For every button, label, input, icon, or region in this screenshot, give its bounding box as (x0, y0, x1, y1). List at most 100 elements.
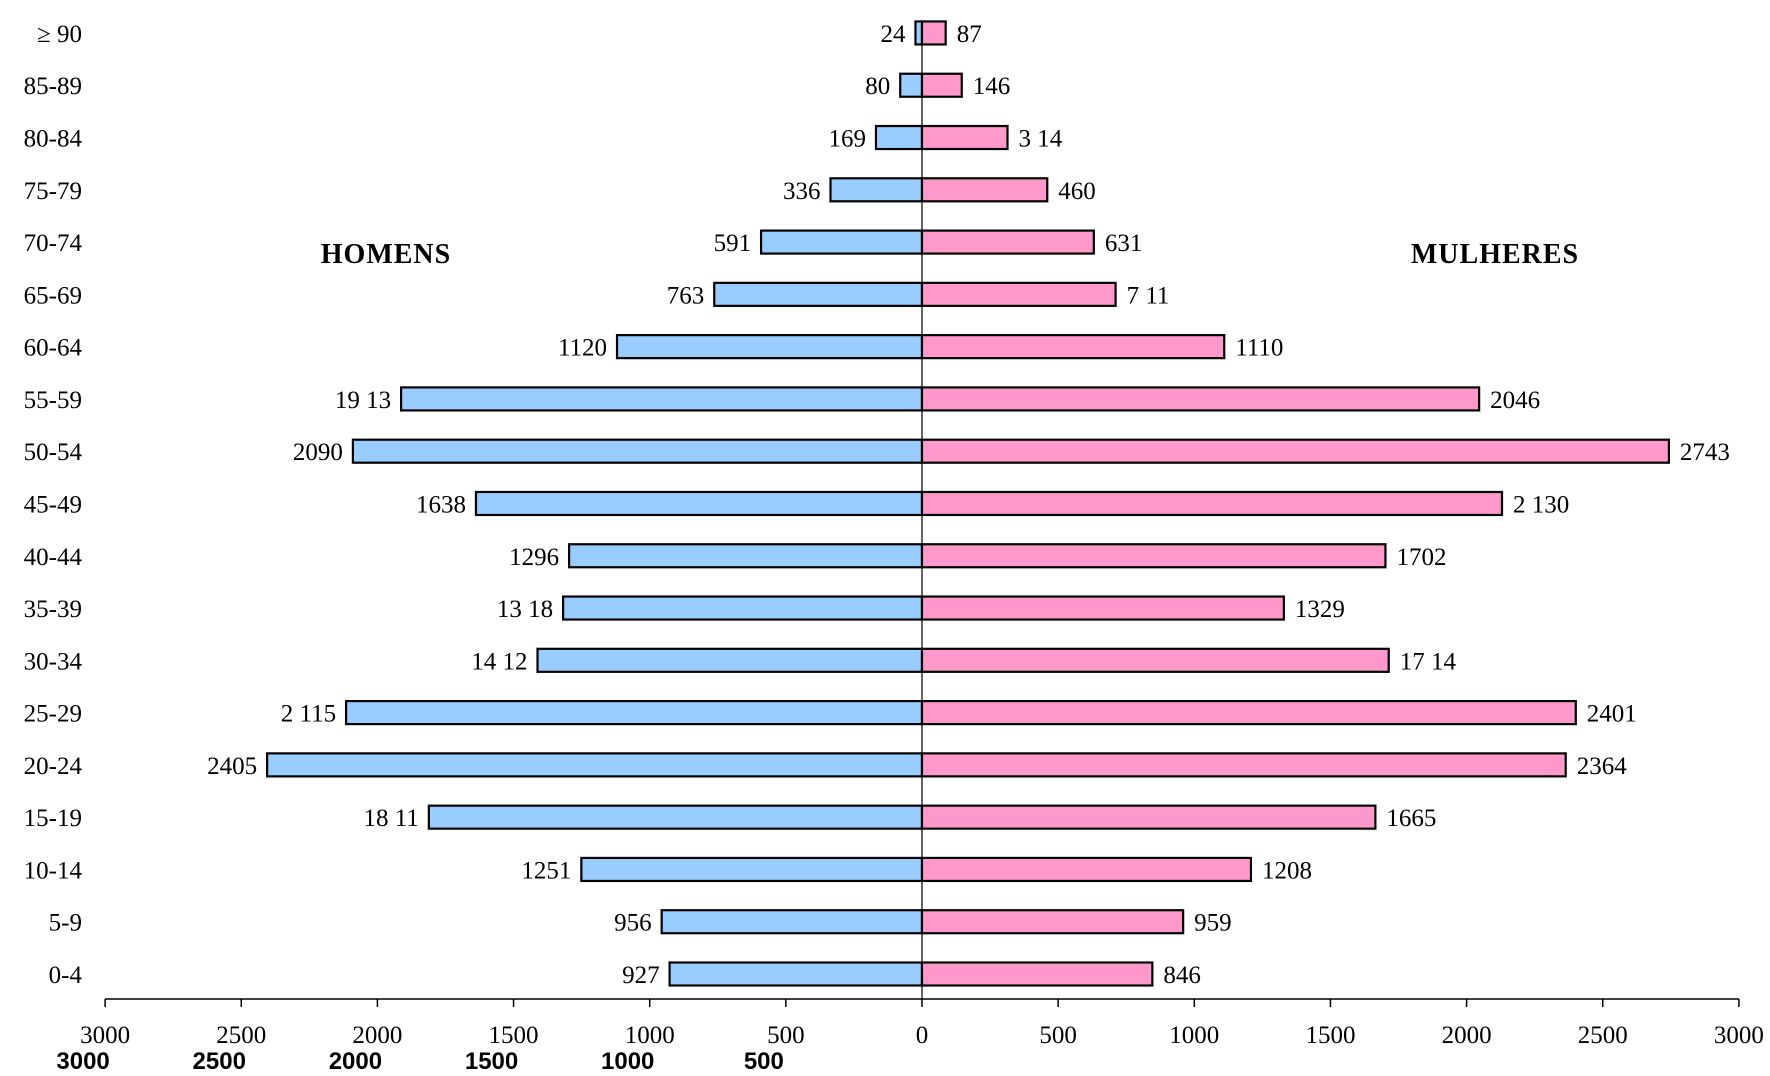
bar-mulheres-40-44 (920, 543, 1387, 569)
bar-homens-80-84 (874, 124, 924, 151)
value-label-homens-30-34: 14 12 (471, 648, 527, 675)
x-tick-label-4: 1000 (625, 1022, 675, 1049)
bar-homens-20-24 (266, 752, 924, 778)
value-label-homens-50-54: 2090 (293, 439, 343, 466)
side-title-homens: HOMENS (321, 239, 451, 270)
age-label-45-49: 45-49 (24, 491, 82, 518)
age-label-20-24: 20-24 (24, 753, 83, 780)
x-tick-label-duplicate-1: 2500 (193, 1048, 246, 1071)
bar-homens-40-44 (567, 543, 924, 569)
x-tick-label-duplicate-2: 2000 (329, 1048, 382, 1071)
age-label-55-59: 55-59 (24, 387, 82, 414)
value-label-homens-40-44: 1296 (509, 544, 559, 571)
bar-homens-30-34 (536, 647, 924, 673)
value-label-homens-10-14: 1251 (521, 857, 571, 884)
value-label-mulheres-15-19: 1665 (1386, 805, 1436, 832)
value-label-homens-60-64: 1120 (558, 335, 607, 362)
bar-mulheres-35-39 (920, 595, 1285, 621)
value-label-homens-25-29: 2 115 (281, 701, 336, 728)
bar-mulheres-45-49 (920, 490, 1504, 517)
x-tick-label-12: 3000 (1714, 1022, 1764, 1049)
value-label-mulheres-25-29: 2401 (1587, 701, 1637, 728)
value-label-mulheres-75-79: 460 (1058, 178, 1096, 205)
bar-mulheres-55-59 (920, 386, 1481, 412)
value-label-mulheres-85-89: 146 (973, 73, 1011, 100)
bar-mulheres-90 (920, 20, 947, 46)
value-label-mulheres-20-24: 2364 (1577, 753, 1628, 780)
bar-homens-25-29 (344, 699, 924, 726)
age-label-60-64: 60-64 (24, 335, 83, 362)
age-label-75-79: 75-79 (24, 178, 82, 205)
value-label-mulheres-65-69: 7 11 (1127, 282, 1170, 309)
value-label-homens-15-19: 18 11 (364, 805, 419, 832)
value-label-homens-85-89: 80 (865, 73, 890, 100)
bar-mulheres-80-84 (920, 124, 1009, 151)
value-label-mulheres-0-4: 846 (1163, 962, 1201, 989)
bar-mulheres-15-19 (920, 804, 1377, 830)
bar-mulheres-60-64 (920, 334, 1226, 360)
x-tick-label-2: 2000 (352, 1022, 402, 1049)
value-label-mulheres-70-74: 631 (1105, 230, 1143, 257)
age-label-25-29: 25-29 (24, 701, 82, 728)
bar-mulheres-65-69 (920, 281, 1117, 307)
value-label-mulheres-45-49: 2 130 (1513, 491, 1569, 518)
x-tick-label-10: 2000 (1442, 1022, 1492, 1049)
bar-homens-45-49 (474, 490, 924, 517)
age-label-0-4: 0-4 (49, 962, 83, 989)
bar-homens-15-19 (427, 804, 924, 830)
x-tick-label-duplicate-4: 1000 (601, 1048, 654, 1071)
value-label-mulheres-55-59: 2046 (1490, 387, 1540, 414)
x-tick-label-11: 2500 (1578, 1022, 1628, 1049)
x-tick-label-7: 500 (1039, 1022, 1077, 1049)
bar-homens-75-79 (829, 177, 924, 203)
age-label-15-19: 15-19 (24, 805, 82, 832)
bar-mulheres-20-24 (920, 752, 1567, 778)
value-label-homens-55-59: 19 13 (335, 387, 391, 414)
bar-homens-5-9 (660, 909, 924, 935)
value-label-mulheres-30-34: 17 14 (1400, 648, 1457, 675)
value-labels: 927 846 956 959 1251 1208 18 11 1665 2405 2364 2 1… (207, 21, 1730, 989)
age-label-30-34: 30-34 (24, 648, 83, 675)
value-label-homens-0-4: 927 (622, 962, 660, 989)
value-label-homens-65-69: 763 (667, 282, 705, 309)
value-label-homens-90: 24 (880, 21, 906, 48)
age-label-90: ≥ 90 (37, 21, 82, 48)
value-label-homens-45-49: 1638 (416, 491, 466, 518)
x-tick-label-duplicate-3: 1500 (465, 1048, 518, 1071)
value-label-mulheres-80-84: 3 14 (1019, 126, 1063, 153)
value-label-mulheres-35-39: 1329 (1295, 596, 1345, 623)
bar-mulheres-0-4 (920, 961, 1154, 987)
x-tick-label-1: 2500 (216, 1022, 266, 1049)
value-label-mulheres-60-64: 1110 (1235, 335, 1283, 362)
value-label-homens-80-84: 169 (828, 126, 866, 153)
value-label-mulheres-40-44: 1702 (1396, 544, 1446, 571)
age-label-10-14: 10-14 (24, 857, 83, 884)
bar-homens-55-59 (399, 386, 924, 412)
bar-homens-35-39 (562, 595, 924, 621)
bar-homens-85-89 (899, 72, 924, 98)
x-tick-label-3: 1500 (489, 1022, 539, 1049)
bar-mulheres-85-89 (920, 72, 963, 98)
age-label-70-74: 70-74 (24, 230, 83, 257)
age-labels: 0-4 5-9 10-14 15-19 20-24 25-29 30-34 35-39 40-4… (24, 21, 83, 989)
x-tick-label-duplicate-5: 500 (744, 1048, 784, 1071)
bar-mulheres-50-54 (920, 438, 1671, 464)
age-label-50-54: 50-54 (24, 439, 83, 466)
age-label-35-39: 35-39 (24, 596, 82, 623)
value-label-homens-75-79: 336 (783, 178, 821, 205)
bar-mulheres-70-74 (920, 229, 1095, 255)
bar-homens-0-4 (668, 961, 924, 987)
value-label-mulheres-10-14: 1208 (1262, 857, 1312, 884)
bar-homens-60-64 (615, 334, 924, 360)
x-tick-label-9: 1500 (1305, 1022, 1355, 1049)
x-tick-label-8: 1000 (1169, 1022, 1219, 1049)
bars (266, 20, 1671, 987)
bar-mulheres-10-14 (920, 856, 1253, 883)
value-label-mulheres-5-9: 959 (1194, 910, 1232, 937)
bar-homens-50-54 (351, 438, 924, 464)
side-title-mulheres: MULHERES (1411, 239, 1579, 270)
value-label-mulheres-90: 87 (957, 21, 982, 48)
bar-homens-65-69 (713, 281, 924, 307)
